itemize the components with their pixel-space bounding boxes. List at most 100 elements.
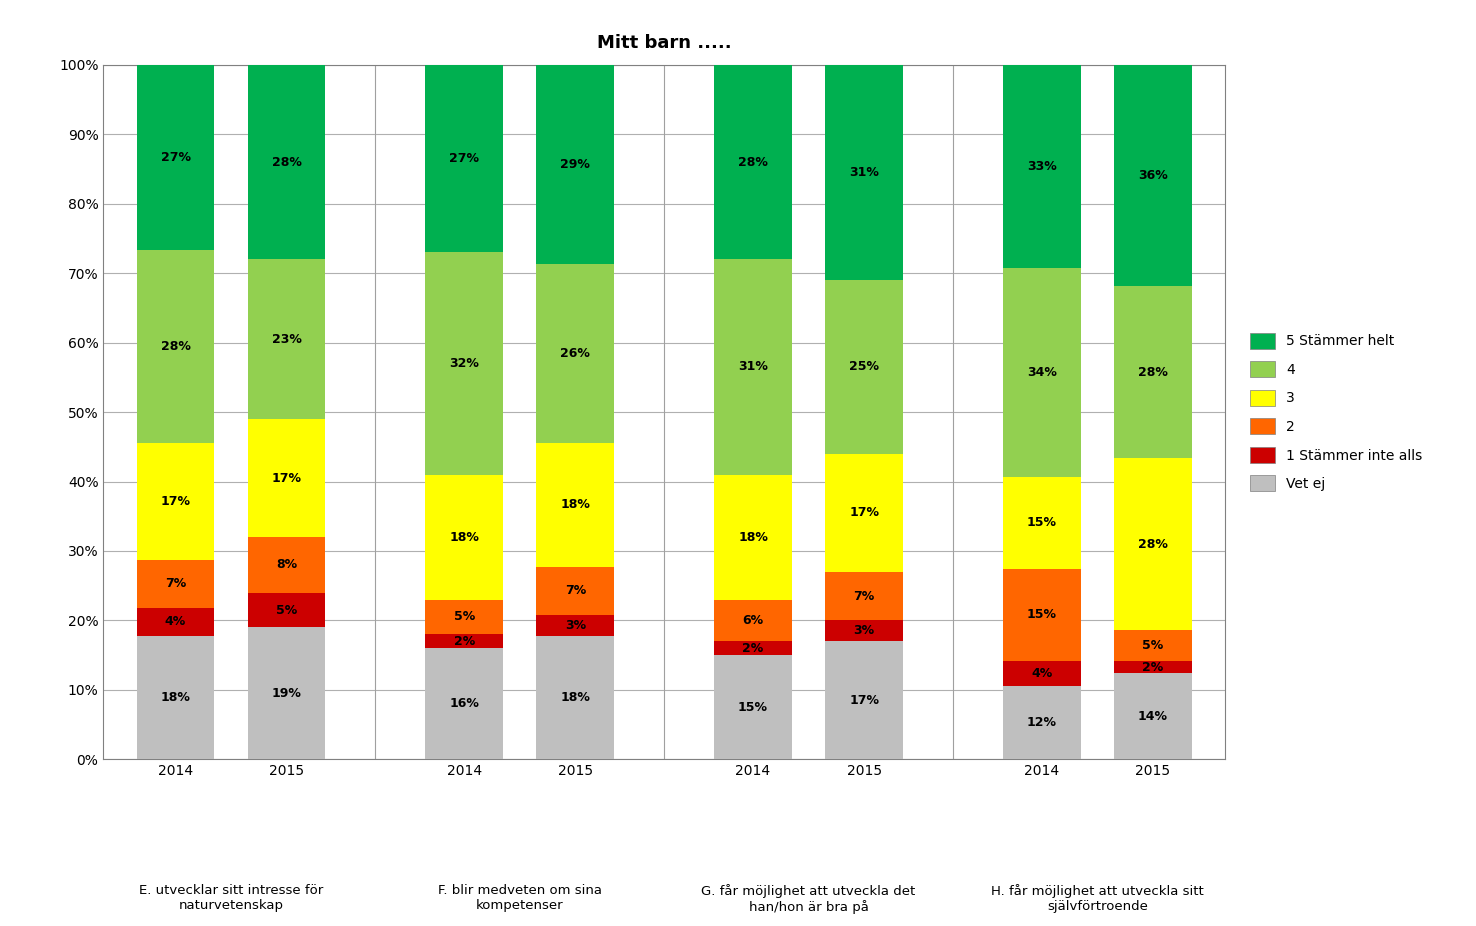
Bar [1114,673,1191,759]
Text: 27%: 27% [449,152,480,165]
Text: 18%: 18% [449,531,480,544]
Text: 5%: 5% [276,604,297,617]
Text: 12%: 12% [1027,716,1057,729]
Bar [1004,477,1080,569]
Text: 36%: 36% [1138,169,1168,181]
Text: 2%: 2% [1142,660,1163,673]
Bar [536,615,614,635]
Text: 7%: 7% [165,578,186,591]
Bar [825,280,903,454]
Text: 25%: 25% [849,360,880,373]
Bar [137,443,214,560]
Bar [714,656,793,759]
Bar [714,65,793,259]
Text: 2%: 2% [453,634,475,648]
Bar [536,264,614,443]
Text: 23%: 23% [272,332,301,345]
Text: 4%: 4% [165,615,186,629]
Text: E. utvecklar sitt intresse för
naturvetenskap: E. utvecklar sitt intresse för naturvete… [139,884,323,912]
Bar [248,593,325,628]
Text: 33%: 33% [1027,159,1057,173]
Text: 17%: 17% [849,694,880,707]
Bar [425,634,503,648]
Bar [425,600,503,634]
Bar [425,252,503,474]
Text: 15%: 15% [1027,516,1057,529]
Bar [536,443,614,567]
Bar [536,65,614,264]
Bar [714,474,793,600]
Bar [536,567,614,615]
Text: G. får möjlighet att utveckla det
han/hon är bra på: G. får möjlighet att utveckla det han/ho… [701,884,915,915]
Legend: 5 Stämmer helt, 4, 3, 2, 1 Stämmer inte alls, Vet ej: 5 Stämmer helt, 4, 3, 2, 1 Stämmer inte … [1243,326,1429,498]
Text: 34%: 34% [1027,366,1057,379]
Text: 2%: 2% [742,642,763,655]
Text: 14%: 14% [1138,710,1168,723]
Text: 29%: 29% [561,158,590,171]
Bar [137,250,214,443]
Bar [1004,65,1080,268]
Bar [1114,65,1191,286]
Text: 26%: 26% [561,347,590,360]
Text: 15%: 15% [738,701,768,714]
Bar [825,454,903,571]
Text: 27%: 27% [161,151,190,164]
Text: 16%: 16% [449,697,480,710]
Text: 32%: 32% [449,357,480,370]
Bar [248,259,325,419]
Text: 7%: 7% [853,590,875,603]
Text: 28%: 28% [272,156,301,169]
Bar [1004,661,1080,685]
Text: 31%: 31% [849,166,880,179]
Bar [1114,286,1191,458]
Bar [425,474,503,600]
Text: 15%: 15% [1027,608,1057,621]
Text: 8%: 8% [276,558,297,571]
Bar [825,65,903,280]
Bar [425,648,503,759]
Text: 18%: 18% [161,691,190,704]
Text: H. får möjlighet att utveckla sitt
självförtroende: H. får möjlighet att utveckla sitt själv… [990,884,1204,913]
Bar [1114,631,1191,661]
Text: 19%: 19% [272,687,301,700]
Bar [248,419,325,537]
Text: 28%: 28% [1138,538,1168,551]
Bar [137,65,214,250]
Bar [1114,661,1191,673]
Text: 28%: 28% [1138,366,1168,379]
Bar [714,600,793,641]
Text: 3%: 3% [853,624,875,637]
Bar [425,65,503,252]
Bar [248,537,325,593]
Text: 28%: 28% [738,156,768,169]
Bar [137,635,214,759]
Text: F. blir medveten om sina
kompetenser: F. blir medveten om sina kompetenser [438,884,602,912]
Bar [1004,268,1080,477]
Bar [137,608,214,635]
Text: 18%: 18% [738,531,768,544]
Text: 31%: 31% [738,360,768,373]
Bar [825,641,903,759]
Title: Mitt barn .....: Mitt barn ..... [596,34,732,52]
Bar [248,628,325,759]
Bar [248,65,325,259]
Text: 17%: 17% [161,495,190,508]
Text: 5%: 5% [453,610,475,623]
Bar [1004,569,1080,661]
Text: 4%: 4% [1032,667,1052,680]
Bar [714,259,793,474]
Bar [714,641,793,656]
Text: 17%: 17% [272,471,301,484]
Text: 7%: 7% [565,584,586,597]
Text: 17%: 17% [849,507,880,519]
Text: 18%: 18% [561,691,590,704]
Text: 18%: 18% [561,498,590,511]
Bar [137,560,214,608]
Text: 6%: 6% [742,614,763,627]
Bar [1114,458,1191,631]
Text: 5%: 5% [1142,639,1163,652]
Text: 3%: 3% [565,619,586,632]
Bar [1004,685,1080,759]
Text: 28%: 28% [161,340,190,353]
Bar [536,635,614,759]
